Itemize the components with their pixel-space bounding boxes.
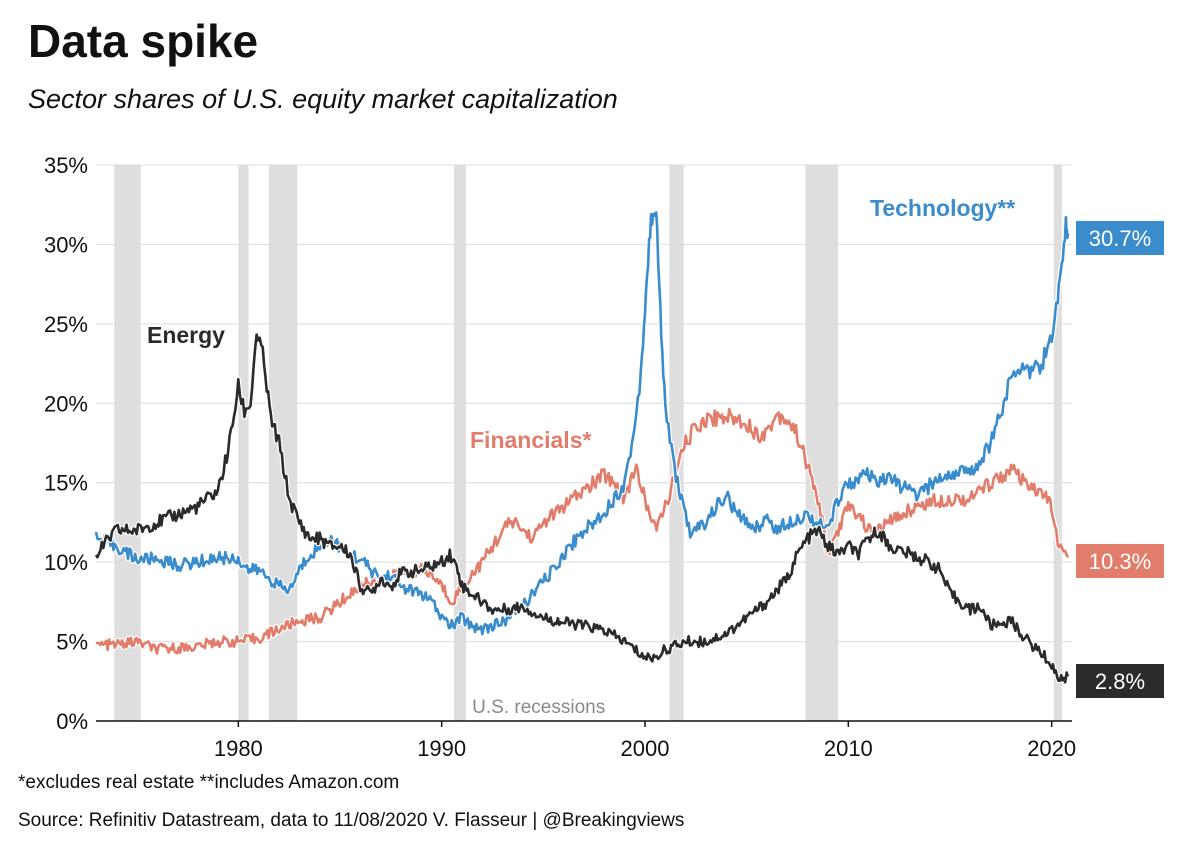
y-tick-label: 15% (44, 471, 88, 496)
series-line-technology (94, 211, 1070, 636)
end-value-label: 10.3% (1089, 549, 1151, 574)
recessions-label: U.S. recessions (472, 697, 605, 718)
end-value-label: 30.7% (1089, 226, 1151, 251)
x-tick-label: 2010 (824, 736, 873, 761)
series-annotation: Energy (147, 322, 225, 348)
end-value-label: 2.8% (1095, 669, 1145, 694)
y-tick-label: 5% (56, 630, 88, 655)
y-tick-label: 30% (44, 232, 88, 257)
end-value-box (1076, 221, 1164, 255)
recession-band (238, 165, 249, 721)
y-tick-label: 20% (44, 391, 88, 416)
end-value-box (1076, 544, 1164, 578)
footnote: *excludes real estate **includes Amazon.… (18, 772, 400, 793)
x-tick-label: 2020 (1027, 736, 1076, 761)
y-tick-label: 35% (44, 153, 88, 178)
recession-band (669, 165, 684, 721)
end-value-box (1076, 664, 1164, 698)
y-tick-label: 25% (44, 312, 88, 337)
x-tick-label: 2000 (621, 736, 670, 761)
recession-band (805, 165, 839, 721)
series-line-financials (95, 407, 1070, 655)
series-annotation: Technology** (870, 195, 1015, 221)
series-line-energy (94, 333, 1070, 684)
recession-band (453, 165, 467, 721)
chart-title: Data spike (28, 15, 259, 67)
source-note: Source: Refinitiv Datastream, data to 11… (18, 810, 685, 831)
x-tick-label: 1980 (214, 736, 263, 761)
y-tick-label: 10% (44, 550, 88, 575)
x-tick-label: 1990 (417, 736, 466, 761)
series-annotation: Financials* (470, 427, 591, 453)
chart-subtitle: Sector shares of U.S. equity market capi… (28, 84, 618, 114)
y-tick-label: 0% (56, 709, 88, 734)
recession-band (114, 165, 141, 721)
recession-band (1053, 165, 1062, 721)
